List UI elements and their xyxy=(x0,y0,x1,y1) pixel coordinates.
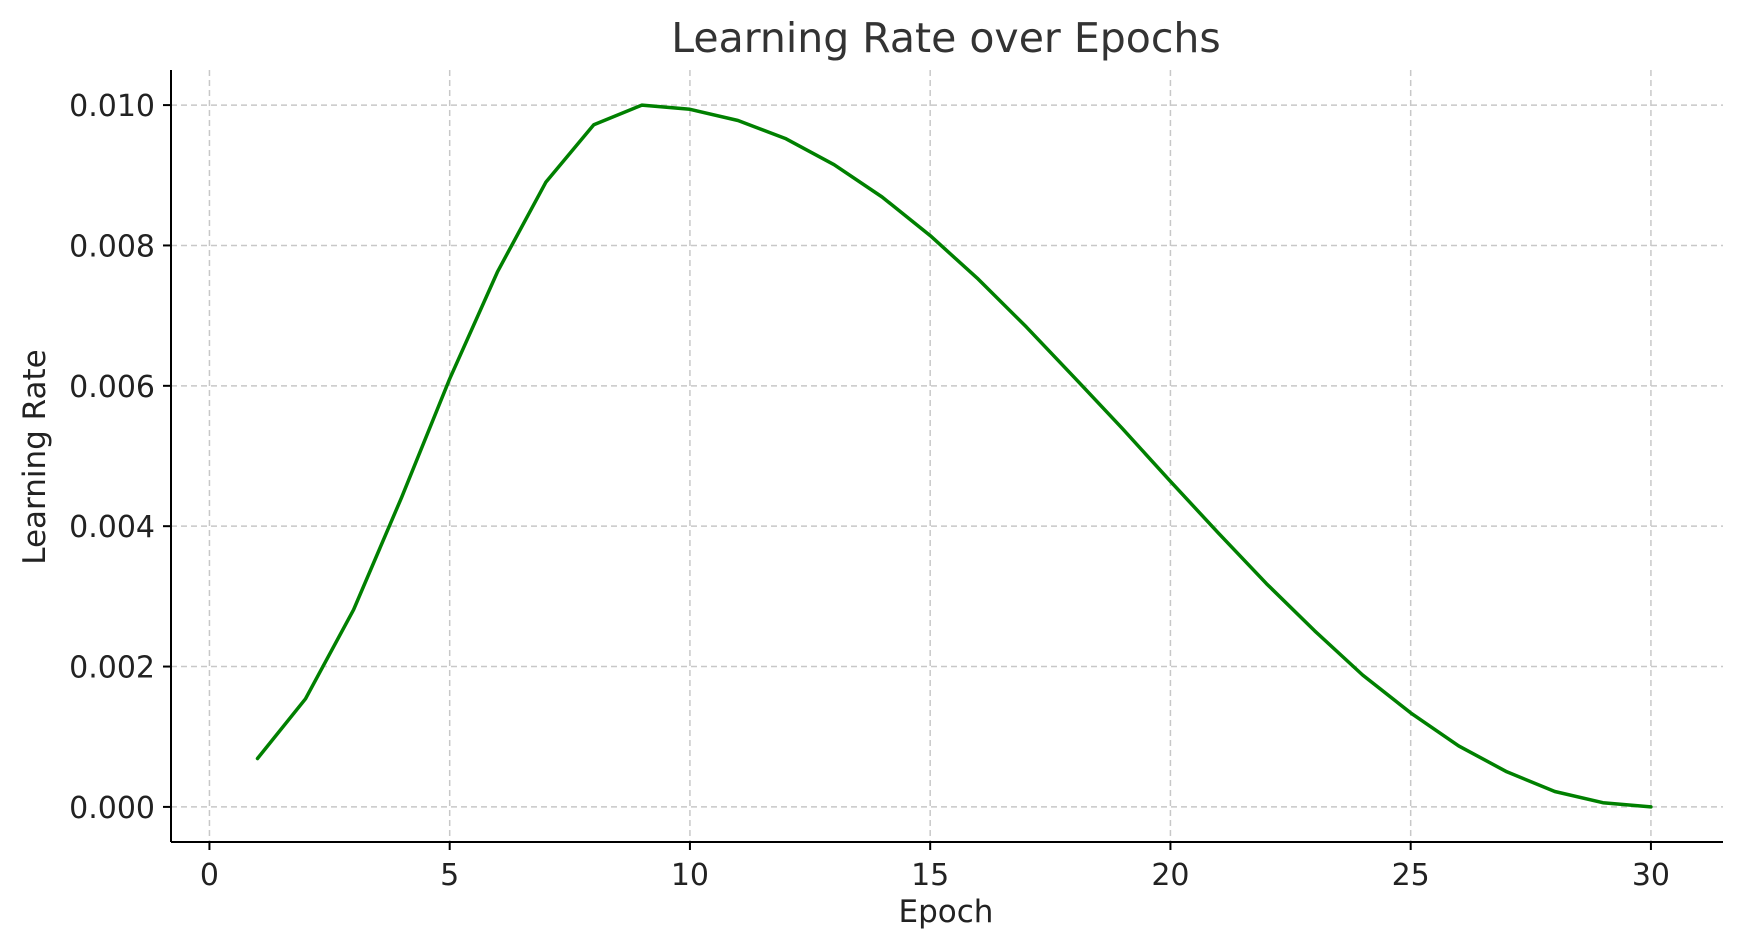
x-tick-label: 5 xyxy=(440,858,459,893)
grid xyxy=(171,70,1723,842)
y-tick-label: 0.004 xyxy=(69,510,155,545)
x-axis-label: Epoch xyxy=(899,894,994,930)
y-tick-label: 0.008 xyxy=(69,229,155,264)
y-axis-label: Learning Rate xyxy=(17,349,53,565)
learning-rate-line xyxy=(255,103,1653,809)
y-tick-label: 0.002 xyxy=(69,651,155,686)
x-tick-label: 30 xyxy=(1632,858,1670,893)
y-tick-label: 0.000 xyxy=(69,791,155,826)
chart-title: Learning Rate over Epochs xyxy=(671,14,1220,62)
x-axis-ticks: 0 5 10 15 20 25 30 xyxy=(200,842,1670,893)
x-tick-label: 20 xyxy=(1151,858,1189,893)
y-tick-label: 0.010 xyxy=(69,89,155,124)
x-tick-label: 15 xyxy=(911,858,949,893)
plot-area xyxy=(255,103,1653,809)
y-tick-label: 0.006 xyxy=(69,370,155,405)
x-tick-label: 10 xyxy=(671,858,709,893)
x-tick-label: 25 xyxy=(1392,858,1430,893)
x-tick-label: 0 xyxy=(200,858,219,893)
y-axis-ticks: 0.000 0.002 0.004 0.006 0.008 0.010 xyxy=(69,89,171,826)
